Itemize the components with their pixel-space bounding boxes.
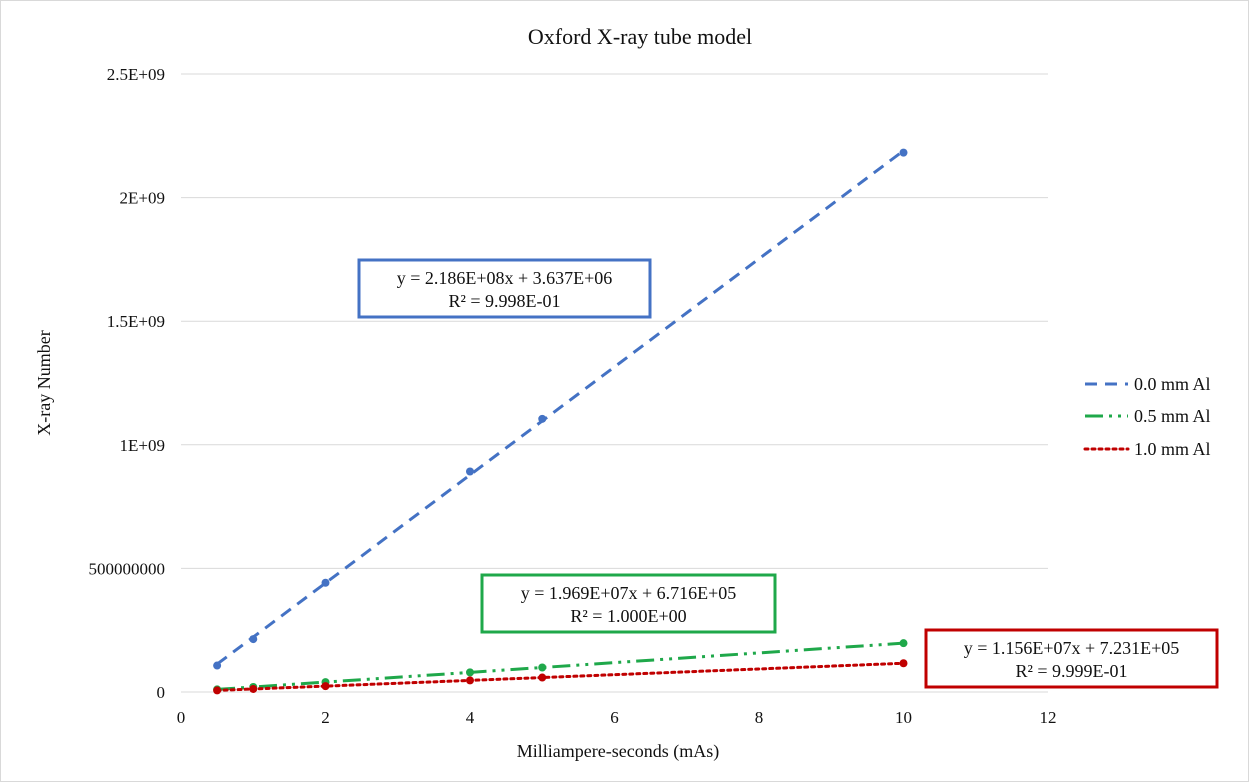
x-tick-label: 12 [1040,708,1057,727]
data-point [466,467,474,476]
trendline [215,661,905,692]
y-tick-label: 1.5E+09 [107,312,165,331]
data-point [538,663,547,672]
data-point [249,635,258,644]
x-tick-label: 10 [895,708,912,727]
x-tick-label: 0 [177,708,186,727]
x-tick-label: 2 [321,708,330,727]
equation-box: y = 1.156E+07x + 7.231E+05 R² = 9.999E-01 [924,628,1219,689]
data-point [321,682,330,691]
legend-item: 0.5 mm Al [1085,406,1211,426]
trendline-equation: y = 2.186E+08x + 3.637E+06 [397,268,613,288]
equation-box-border [357,258,652,319]
legend-item: 1.0 mm Al [1083,439,1211,459]
y-tick-label: 500000000 [89,559,166,578]
equation-box-border [480,573,777,634]
data-points [213,148,908,695]
y-tick-label: 2E+09 [120,189,165,208]
data-point [538,414,547,423]
r-squared: R² = 1.000E+00 [570,606,686,626]
y-tick-label: 2.5E+09 [107,65,165,84]
data-point [321,578,330,587]
legend-label: 0.5 mm Al [1134,406,1211,426]
data-point [899,148,908,157]
data-point [538,673,547,682]
data-point [899,639,908,648]
trendline-equations: y = 2.186E+08x + 3.637E+06 R² = 9.998E-01… [357,258,1219,689]
r-squared: R² = 9.999E-01 [1015,661,1127,681]
equation-box-border [924,628,1219,689]
equation-box: y = 2.186E+08x + 3.637E+06 R² = 9.998E-01 [357,258,652,319]
x-tick-label: 8 [755,708,764,727]
legend-label: 0.0 mm Al [1134,374,1211,394]
trendlines [215,149,905,692]
legend: 0.0 mm Al 0.5 mm Al 1.0 mm Al [1083,374,1211,459]
data-point [213,661,222,670]
y-tick-label: 1E+09 [120,436,165,455]
x-tick-labels: 0 2 4 6 8 10 12 [177,708,1057,727]
data-point [466,668,474,677]
x-tick-label: 6 [610,708,619,727]
data-point [899,659,908,668]
chart-title: Oxford X-ray tube model [528,24,752,49]
data-point [466,676,474,685]
trendline [217,641,904,691]
r-squared: R² = 9.998E-01 [448,291,560,311]
x-tick-label: 4 [466,708,475,727]
y-tick-label: 0 [157,683,166,702]
trendline-equation: y = 1.156E+07x + 7.231E+05 [964,638,1180,658]
data-point [213,686,222,695]
trendline-equation: y = 1.969E+07x + 6.716E+05 [521,583,737,603]
x-axis-title: Milliampere-seconds (mAs) [517,741,719,762]
legend-label: 1.0 mm Al [1134,439,1211,459]
y-axis-title: X-ray Number [34,330,54,435]
trendline [216,149,905,666]
legend-item: 0.0 mm Al [1085,374,1211,394]
gridlines [181,73,1048,693]
equation-box: y = 1.969E+07x + 6.716E+05 R² = 1.000E+00 [480,573,777,634]
data-point [249,684,258,693]
y-tick-labels: 0 500000000 1E+09 1.5E+09 2E+09 2.5E+09 [89,65,166,702]
